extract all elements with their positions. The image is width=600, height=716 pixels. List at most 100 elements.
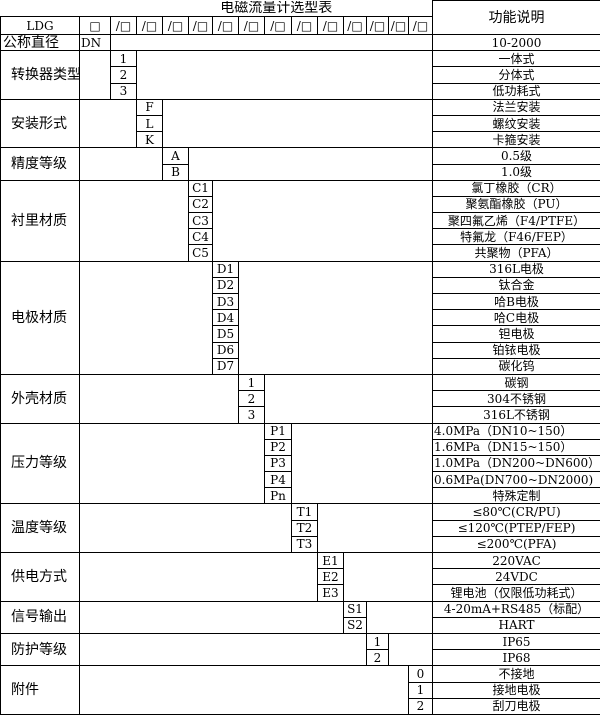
blank-cell bbox=[79, 665, 409, 715]
option-description: 304不锈钢 bbox=[432, 390, 600, 408]
option-description: 316L不锈钢 bbox=[432, 406, 600, 424]
option-description: 锂电池（仅限低功耗式） bbox=[432, 584, 600, 602]
option-code: E1 bbox=[317, 551, 344, 570]
option-description: 4-20mA+RS485（标配） bbox=[432, 600, 600, 618]
model-slot: /□ bbox=[317, 16, 344, 35]
option-description: ≤80℃(CR/PU) bbox=[432, 503, 600, 521]
option-code: T2 bbox=[291, 519, 318, 537]
option-description: 4.0MPa（DN10~150） bbox=[432, 422, 600, 440]
option-description: 钽电极 bbox=[432, 325, 600, 343]
group-label: 精度等级 bbox=[0, 147, 80, 181]
option-code: D5 bbox=[212, 325, 239, 343]
option-description: 分体式 bbox=[432, 66, 600, 84]
table-row: K 卡箍安装 bbox=[1, 131, 600, 149]
option-description: 聚氨酯橡胶（PU） bbox=[432, 195, 600, 214]
model-slot: /□ bbox=[238, 16, 265, 35]
option-code: C5 bbox=[188, 244, 213, 262]
model-slot: /□ bbox=[188, 16, 213, 35]
model-slot: /□ bbox=[291, 16, 318, 35]
option-description: 钛合金 bbox=[432, 276, 600, 295]
blank-cell bbox=[136, 50, 433, 100]
blank-cell bbox=[79, 503, 292, 553]
group-label: 附件 bbox=[0, 665, 80, 715]
option-code: D4 bbox=[212, 309, 239, 327]
blank-cell bbox=[264, 373, 433, 424]
description-header: 功能说明 bbox=[432, 0, 600, 35]
model-slot: /□ bbox=[366, 16, 389, 35]
option-code: 2 bbox=[110, 66, 137, 84]
option-code: 1 bbox=[408, 681, 433, 699]
blank-cell bbox=[212, 179, 433, 262]
blank-cell bbox=[79, 600, 344, 634]
option-code: C2 bbox=[188, 195, 213, 214]
option-code: C1 bbox=[188, 179, 213, 197]
table-row: 安装形式 F 法兰安装 bbox=[0, 98, 600, 149]
model-slot: /□ bbox=[212, 16, 239, 35]
option-description: ≤200℃(PFA) bbox=[432, 535, 600, 554]
model-slot: /□ bbox=[162, 16, 189, 35]
option-code: D7 bbox=[212, 357, 239, 375]
option-description: 不接地 bbox=[432, 665, 600, 683]
option-code: 1 bbox=[110, 50, 137, 68]
table-row: D6 铂铱电极 bbox=[1, 341, 600, 359]
option-code: D6 bbox=[212, 341, 239, 359]
option-code: D1 bbox=[212, 260, 239, 278]
table-row: 精度等级 A 0.5级 bbox=[0, 147, 600, 181]
option-code: 3 bbox=[238, 406, 265, 424]
table-row: 转换器类型 1 一体式 bbox=[0, 50, 600, 100]
group-label: 电极材质 bbox=[0, 260, 80, 375]
option-code: 2 bbox=[408, 697, 433, 715]
table-row: E2 24VDC bbox=[1, 568, 600, 586]
option-description: 316L电极 bbox=[432, 260, 600, 278]
option-code: K bbox=[136, 131, 163, 149]
blank-cell bbox=[188, 147, 433, 181]
table-row: 3 低功耗式 bbox=[1, 82, 600, 100]
option-description: 哈B电极 bbox=[432, 292, 600, 311]
option-description: 碳化钨 bbox=[432, 357, 600, 375]
option-code: P1 bbox=[264, 422, 292, 440]
table-row: T3 ≤200℃(PFA) bbox=[1, 535, 600, 554]
table-row: D4 哈C电极 bbox=[1, 309, 600, 327]
table-row: 信号输出 S1 4-20mA+RS485（标配） bbox=[0, 600, 600, 634]
option-description: 特氟龙（F46/FEP） bbox=[432, 228, 600, 246]
option-description: IP65 bbox=[432, 632, 600, 651]
option-description: 氯丁橡胶（CR） bbox=[432, 179, 600, 197]
table-row: 衬里材质 C1 氯丁橡胶（CR） bbox=[0, 179, 600, 262]
blank-cell bbox=[343, 552, 433, 602]
blank-cell bbox=[110, 33, 433, 52]
option-code: F bbox=[136, 98, 163, 116]
option-description: 24VDC bbox=[432, 568, 600, 586]
option-code: P4 bbox=[264, 471, 292, 489]
blank-cell bbox=[79, 179, 189, 262]
option-description: ≤120℃(PTEP/FEP) bbox=[432, 519, 600, 537]
table-row: C5 共聚物（PFA） bbox=[1, 244, 600, 262]
option-description: 铂铱电极 bbox=[432, 341, 600, 359]
option-code: S1 bbox=[343, 600, 367, 618]
option-description: 刮刀电极 bbox=[432, 697, 600, 715]
table-row: S2 HART bbox=[1, 616, 600, 634]
blank-cell bbox=[238, 260, 433, 375]
table-row: B 1.0级 bbox=[1, 163, 600, 181]
table-title: 电磁流量计选型表 bbox=[0, 0, 433, 17]
option-description: 特殊定制 bbox=[432, 487, 600, 505]
table-row: P2 1.6MPa（DN15~150） bbox=[1, 438, 600, 456]
option-description: 0.6MPa(DN700~DN2000) bbox=[432, 471, 600, 489]
blank-cell bbox=[79, 98, 137, 149]
group-label: 信号输出 bbox=[0, 600, 80, 634]
option-code: P3 bbox=[264, 454, 292, 473]
option-code: A bbox=[162, 147, 189, 165]
blank-cell bbox=[79, 632, 367, 667]
table-row: 外壳材质 1 碳钢 bbox=[0, 373, 600, 424]
model-slot: /□ bbox=[110, 16, 137, 35]
option-description: 碳钢 bbox=[432, 373, 600, 392]
blank-cell bbox=[79, 147, 163, 181]
group-label: 供电方式 bbox=[0, 552, 80, 602]
table-row: 附件 0 不接地 bbox=[0, 665, 600, 715]
table-row: P4 0.6MPa(DN700~DN2000) bbox=[1, 471, 600, 489]
table-row: 电极材质 D1 316L电极 bbox=[0, 260, 600, 375]
option-code: T3 bbox=[291, 535, 318, 554]
table-row: Pn 特殊定制 bbox=[1, 487, 600, 505]
blank-cell bbox=[317, 503, 433, 553]
nominal-code: DN bbox=[79, 33, 111, 52]
table-row: 供电方式 E1 220VAC bbox=[0, 551, 600, 602]
